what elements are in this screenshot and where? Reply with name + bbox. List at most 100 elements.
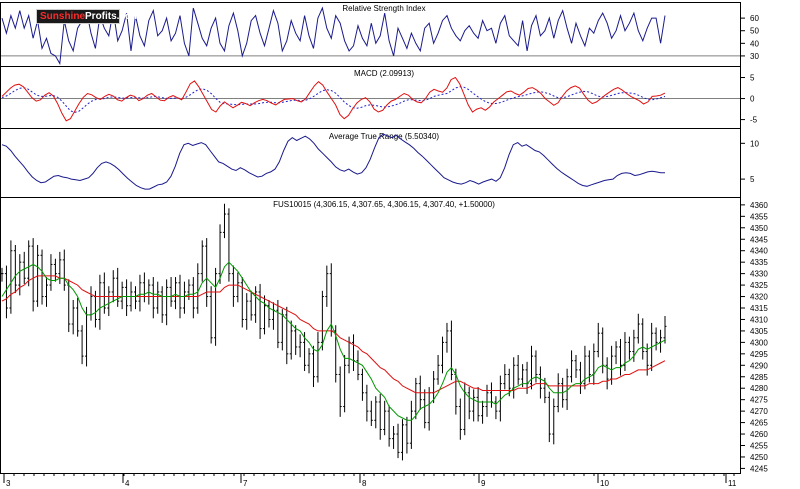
- price-bar: [289, 320, 293, 360]
- price-bar: [614, 341, 618, 365]
- price-bar: [538, 366, 542, 399]
- price-bar: [9, 240, 13, 314]
- price-bar: [196, 263, 200, 314]
- price-bar: [436, 354, 440, 385]
- price-bar: [249, 290, 253, 321]
- atr-ytick-label: 10: [750, 139, 759, 148]
- x-tick-label: 9: [481, 479, 486, 488]
- price-bar: [98, 274, 102, 330]
- x-tick: 10: [597, 473, 609, 488]
- price-bar: [254, 286, 258, 323]
- macd-panel: 5 0 -5: [1, 74, 758, 125]
- price-bar: [445, 322, 449, 353]
- price-bar: [151, 277, 155, 319]
- price-bar: [227, 208, 231, 282]
- price-bar: [530, 345, 534, 390]
- price-bar: [267, 299, 271, 328]
- price-bar: [200, 240, 204, 282]
- macd-ytick-label: -5: [750, 116, 758, 125]
- x-tick: 7: [240, 473, 248, 488]
- price-bar: [325, 265, 329, 307]
- price-bar: [31, 238, 35, 312]
- price-bar: [516, 354, 520, 385]
- price-bar: [169, 277, 173, 307]
- price-ytick-label: 4340: [750, 247, 768, 256]
- price-bar: [623, 332, 627, 372]
- atr-ytick-label: 5: [750, 175, 755, 184]
- price-ytick-label: 4290: [750, 361, 768, 370]
- macd-line: [1, 76, 666, 122]
- price-bar: [636, 313, 640, 344]
- price-bar: [62, 249, 66, 291]
- price-bar: [619, 338, 623, 376]
- price-fast-average-line: [1, 261, 666, 421]
- price-bar: [307, 348, 311, 374]
- price-ytick-label: 4300: [750, 338, 768, 347]
- price-bar: [627, 336, 631, 360]
- price-bar: [409, 400, 413, 449]
- price-ytick-label: 4315: [750, 304, 768, 313]
- price-bar: [441, 336, 445, 374]
- x-tick-label: 8: [362, 479, 367, 488]
- sunshine-profits-logo: SunshineProfits.com: [36, 9, 140, 24]
- price-bar: [400, 419, 404, 461]
- price-ytick-label: 4335: [750, 258, 768, 267]
- price-bar: [316, 332, 320, 383]
- price-bar: [654, 327, 658, 351]
- price-ytick-label: 4350: [750, 224, 768, 233]
- price-bar: [40, 249, 44, 305]
- x-tick: 8: [359, 473, 367, 488]
- price-bar: [547, 391, 551, 443]
- price-slow-average-line: [1, 275, 666, 394]
- price-bar: [138, 274, 142, 312]
- price-bar: [4, 265, 8, 319]
- price-bar: [222, 203, 226, 239]
- price-bar: [423, 389, 427, 429]
- price-bar: [481, 400, 485, 424]
- price-ytick-label: 4250: [750, 453, 768, 462]
- price-bar: [458, 398, 462, 440]
- price-bar: [245, 293, 249, 330]
- price-bar: [107, 286, 111, 317]
- x-tick-label: 7: [243, 479, 248, 488]
- price-ytick-label: 4265: [750, 419, 768, 428]
- price-bar: [231, 265, 235, 307]
- price-bar: [467, 387, 471, 420]
- price-bar: [76, 297, 80, 337]
- price-bar: [369, 400, 373, 427]
- price-bar: [392, 426, 396, 449]
- rsi-title: Relative Strength Index: [342, 4, 425, 13]
- price-ytick-label: 4345: [750, 235, 768, 244]
- price-bar: [80, 325, 84, 365]
- price-ytick-label: 4330: [750, 270, 768, 279]
- price-bar: [663, 316, 667, 344]
- price-bar: [165, 279, 169, 326]
- price-bar: [574, 354, 578, 378]
- price-ytick-label: 4280: [750, 384, 768, 393]
- price-bar: [263, 295, 267, 335]
- price-ytick-label: 4275: [750, 396, 768, 405]
- price-ytick-label: 4310: [750, 315, 768, 324]
- x-tick: 11: [725, 473, 737, 488]
- price-bar: [503, 364, 507, 390]
- price-bar: [298, 334, 302, 358]
- price-bar: [236, 272, 240, 303]
- price-title: FUS10015 (4,306.15, 4,307.65, 4,306.15, …: [273, 200, 495, 209]
- price-bar: [209, 286, 213, 344]
- price-bar: [120, 281, 124, 310]
- price-bar: [303, 332, 307, 372]
- price-bar: [320, 290, 324, 351]
- atr-line: [1, 133, 665, 190]
- price-bar: [133, 286, 137, 310]
- macd-title: MACD (2.09913): [354, 69, 414, 78]
- price-ytick-label: 4320: [750, 293, 768, 302]
- price-bar: [494, 396, 498, 420]
- price-bar: [472, 389, 476, 422]
- price-ytick-label: 4285: [750, 373, 768, 382]
- price-bar: [374, 396, 378, 429]
- price-bar: [174, 277, 178, 310]
- price-bar: [596, 322, 600, 358]
- price-ytick-label: 4325: [750, 281, 768, 290]
